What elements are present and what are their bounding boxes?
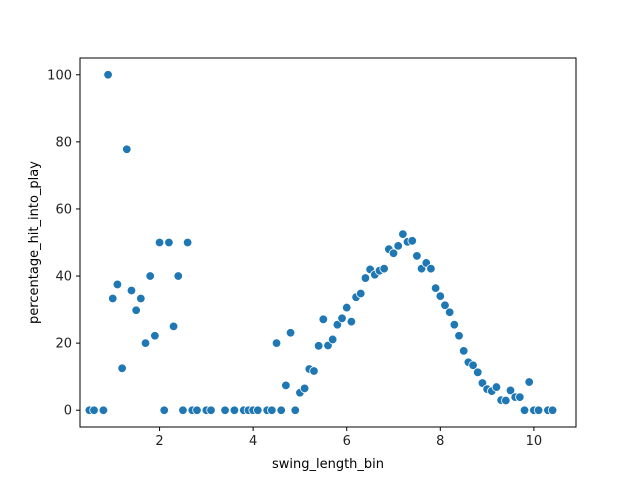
y-tick-label: 40	[55, 270, 72, 285]
data-point-52	[360, 273, 371, 283]
data-point-4	[108, 293, 118, 304]
data-point-35	[281, 380, 291, 391]
data-point-58	[388, 248, 399, 258]
data-point-22	[192, 405, 202, 415]
data-point-76	[473, 367, 483, 378]
data-point-89	[533, 405, 544, 415]
data-point-25	[220, 405, 230, 415]
x-tick-label: 10	[526, 434, 543, 449]
data-point-63	[412, 251, 422, 261]
data-point-51	[356, 288, 366, 299]
data-point-46	[332, 319, 343, 330]
data-point-67	[430, 283, 441, 293]
data-point-19	[178, 405, 188, 415]
data-point-11	[140, 338, 151, 348]
y-tick-label: 60	[55, 202, 72, 217]
data-point-33	[271, 338, 282, 348]
data-point-41	[309, 366, 319, 376]
data-point-45	[327, 334, 338, 345]
plot-frame	[79, 57, 577, 428]
data-point-69	[440, 300, 450, 310]
x-tick-label: 4	[249, 434, 257, 449]
data-point-3	[103, 70, 113, 80]
y-tick-label: 0	[64, 404, 72, 419]
data-point-6	[117, 363, 127, 374]
x-tick-label: 6	[343, 434, 351, 449]
y-tick-label: 100	[47, 68, 72, 83]
data-point-62	[407, 236, 417, 246]
data-point-75	[468, 360, 478, 370]
data-point-86	[519, 405, 530, 415]
data-point-12	[145, 271, 155, 281]
data-point-8	[126, 285, 137, 296]
data-point-5	[112, 279, 123, 290]
x-tick-label: 2	[155, 434, 163, 449]
data-point-68	[435, 291, 446, 301]
data-point-82	[501, 395, 511, 406]
data-point-73	[459, 346, 469, 356]
data-point-48	[342, 302, 352, 313]
data-point-72	[454, 331, 464, 341]
data-point-34	[276, 405, 286, 415]
data-point-18	[173, 271, 183, 281]
data-point-26	[229, 405, 240, 415]
data-point-32	[267, 405, 277, 415]
data-point-91	[547, 405, 558, 415]
data-point-36	[285, 328, 296, 338]
y-axis-label: percentage_hit_into_play	[27, 161, 42, 324]
data-point-59	[393, 241, 403, 251]
data-point-87	[524, 377, 534, 387]
data-point-7	[122, 144, 132, 154]
y-tick-label: 80	[55, 135, 72, 150]
data-point-37	[290, 405, 300, 415]
data-point-70	[444, 307, 455, 317]
data-point-9	[131, 305, 141, 315]
data-point-56	[379, 263, 389, 274]
data-point-43	[318, 314, 329, 325]
data-point-20	[182, 237, 193, 248]
data-point-80	[491, 382, 502, 392]
data-point-2	[98, 405, 109, 415]
data-point-49	[346, 316, 357, 327]
y-tick-label: 20	[55, 337, 72, 352]
data-point-47	[337, 313, 347, 324]
data-point-17	[168, 321, 179, 332]
data-point-13	[150, 331, 160, 341]
plot-area	[84, 70, 558, 415]
data-point-66	[426, 263, 436, 274]
data-point-85	[515, 392, 525, 402]
data-point-24	[206, 405, 216, 415]
data-point-10	[136, 293, 146, 304]
data-point-16	[164, 237, 174, 248]
data-point-1	[89, 405, 99, 415]
data-point-60	[398, 229, 408, 239]
data-point-42	[313, 341, 324, 351]
data-point-30	[253, 405, 263, 415]
data-point-39	[299, 383, 310, 394]
x-axis-label: swing_length_bin	[272, 457, 384, 472]
data-point-14	[154, 237, 165, 248]
data-point-83	[505, 385, 516, 396]
x-tick-label: 8	[436, 434, 444, 449]
data-point-71	[449, 319, 460, 330]
data-point-15	[159, 405, 169, 415]
